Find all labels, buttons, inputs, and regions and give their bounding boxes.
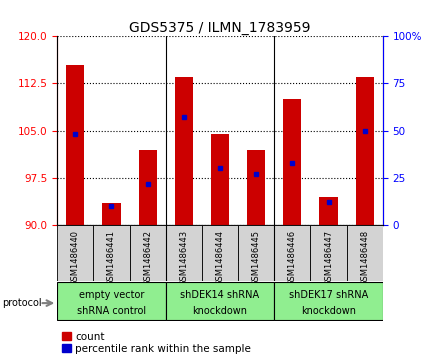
Text: protocol: protocol (2, 298, 42, 308)
Bar (319, 197, 337, 225)
Text: empty vector: empty vector (79, 290, 144, 300)
FancyBboxPatch shape (57, 282, 166, 321)
Bar (283, 99, 301, 225)
Text: shDEK17 shRNA: shDEK17 shRNA (289, 290, 368, 300)
FancyBboxPatch shape (274, 225, 311, 281)
Text: shDEK14 shRNA: shDEK14 shRNA (180, 290, 260, 300)
Legend: count, percentile rank within the sample: count, percentile rank within the sample (62, 332, 251, 354)
FancyBboxPatch shape (311, 225, 347, 281)
FancyBboxPatch shape (93, 225, 129, 281)
Text: knockdown: knockdown (301, 306, 356, 316)
FancyBboxPatch shape (202, 225, 238, 281)
Text: GSM1486445: GSM1486445 (252, 229, 260, 286)
Title: GDS5375 / ILMN_1783959: GDS5375 / ILMN_1783959 (129, 21, 311, 35)
FancyBboxPatch shape (129, 225, 166, 281)
FancyBboxPatch shape (166, 282, 274, 321)
Bar (175, 77, 193, 225)
FancyBboxPatch shape (238, 225, 274, 281)
Text: shRNA control: shRNA control (77, 306, 146, 316)
Text: GSM1486441: GSM1486441 (107, 229, 116, 286)
Text: GSM1486446: GSM1486446 (288, 229, 297, 286)
Bar (103, 203, 121, 225)
Text: GSM1486448: GSM1486448 (360, 229, 369, 286)
Text: GSM1486440: GSM1486440 (71, 229, 80, 286)
Text: GSM1486444: GSM1486444 (216, 229, 224, 286)
Bar (211, 134, 229, 225)
Bar (139, 150, 157, 225)
Text: GSM1486442: GSM1486442 (143, 229, 152, 286)
Bar (66, 65, 84, 225)
Bar (356, 77, 374, 225)
Text: GSM1486447: GSM1486447 (324, 229, 333, 286)
FancyBboxPatch shape (166, 225, 202, 281)
FancyBboxPatch shape (347, 225, 383, 281)
Text: GSM1486443: GSM1486443 (180, 229, 188, 286)
FancyBboxPatch shape (57, 225, 93, 281)
Bar (247, 150, 265, 225)
Text: knockdown: knockdown (193, 306, 248, 316)
FancyBboxPatch shape (274, 282, 383, 321)
